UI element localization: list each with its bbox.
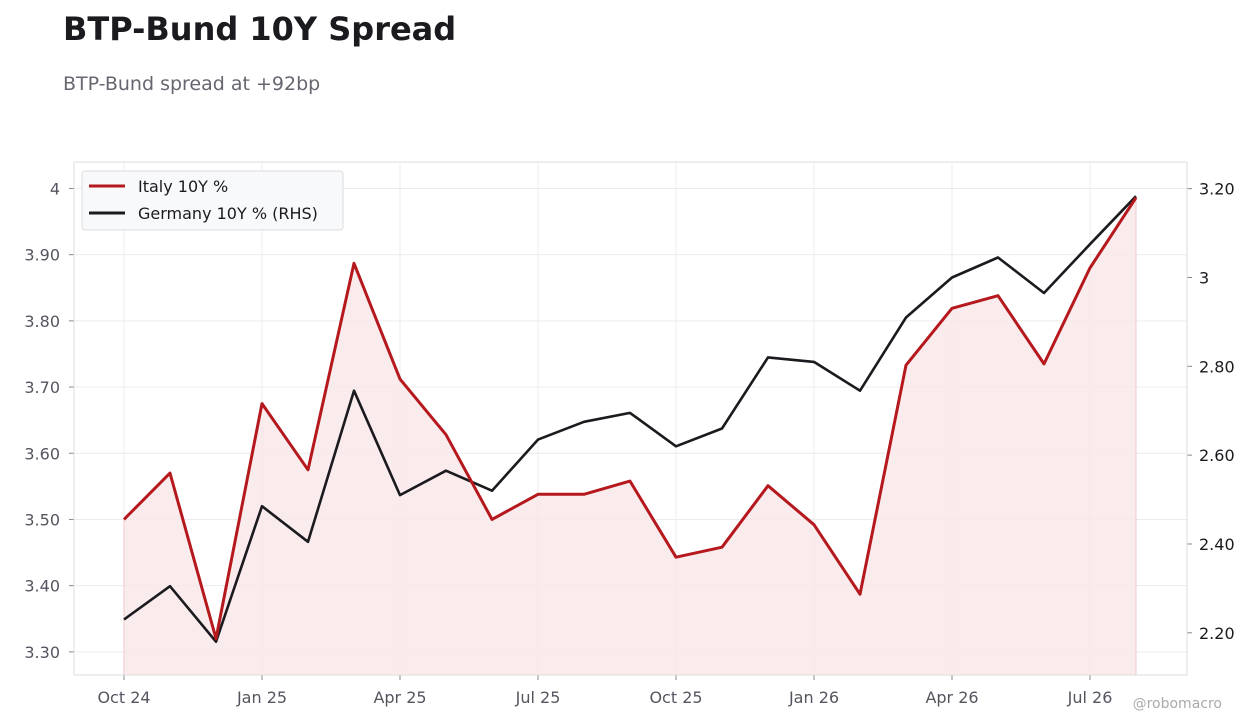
- y-left-tick-label: 3.30: [24, 643, 60, 662]
- axis-layer: 3.30 3.40 3.50 3.60 3.70 3.80 3.90 4 2.20 2.40 2.6…: [24, 161, 1235, 707]
- y-right-tick-label: 2.20: [1199, 624, 1235, 643]
- x-tick-label: Jan 25: [236, 688, 287, 707]
- series-layer: [122, 195, 1138, 644]
- x-tick-label: Jul 26: [1067, 688, 1113, 707]
- legend-box: [81, 170, 344, 231]
- germany-10y-line: [123, 195, 1137, 644]
- y-left-tick-label: 3.50: [24, 510, 60, 529]
- fill-layer: [123, 197, 1137, 675]
- x-tick-label: Oct 24: [97, 688, 150, 707]
- y-right-tick-label: 2.60: [1199, 446, 1235, 465]
- y-right-tick-label: 3: [1199, 268, 1209, 287]
- legend-label-germany: Germany 10Y % (RHS): [138, 204, 318, 223]
- y-left-tick-label: 4: [50, 179, 60, 198]
- x-tick-label: Apr 26: [925, 688, 978, 707]
- y-left-tick-label: 3.80: [24, 312, 60, 331]
- x-tick-label: Jan 26: [788, 688, 839, 707]
- y-right-tick-label: 2.40: [1199, 535, 1235, 554]
- y-left-tick-label: 3.90: [24, 246, 60, 265]
- x-tick-label: Oct 25: [649, 688, 702, 707]
- y-right-tick-label: 3.20: [1199, 180, 1235, 199]
- watermark: @robomacro: [1132, 696, 1222, 712]
- y-left-tick-label: 3.70: [24, 378, 60, 397]
- italy-10y-line: [122, 196, 1138, 641]
- legend: Italy 10Y % Germany 10Y % (RHS): [81, 170, 344, 231]
- x-tick-label: Apr 25: [373, 688, 426, 707]
- legend-label-italy: Italy 10Y %: [138, 177, 228, 196]
- italy-area-fill: [124, 197, 1136, 675]
- chart-title: BTP-Bund 10Y Spread: [63, 10, 457, 48]
- y-left-tick-label: 3.40: [24, 577, 60, 596]
- y-right-tick-label: 2.80: [1199, 357, 1235, 376]
- y-left-tick-label: 3.60: [24, 444, 60, 463]
- plot-frame: [73, 161, 1188, 676]
- chart-subtitle: BTP-Bund spread at +92bp: [63, 73, 321, 95]
- x-tick-label: Jul 25: [515, 688, 561, 707]
